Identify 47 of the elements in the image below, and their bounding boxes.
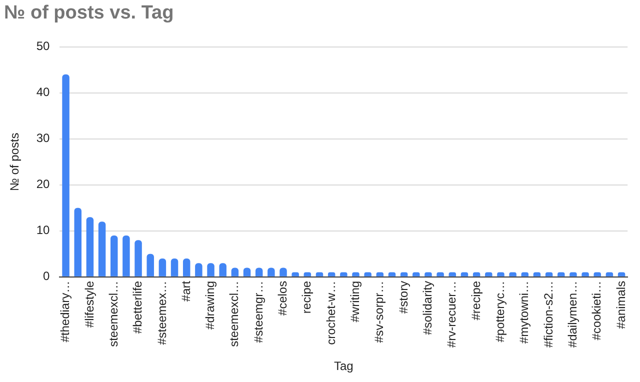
- bar: [158, 258, 166, 276]
- bar: [207, 263, 214, 276]
- y-tick-label: 50: [36, 39, 50, 54]
- bar: [74, 208, 82, 276]
- x-tick-label: steemexcl…: [227, 280, 242, 347]
- x-tick-label: #mytowni…: [517, 280, 532, 344]
- bar: [98, 222, 106, 276]
- bar: [62, 74, 70, 276]
- y-tick-label: 30: [36, 131, 50, 146]
- bar: [195, 263, 202, 276]
- x-tick-label: #dailymen…: [566, 280, 580, 348]
- bar: [86, 217, 94, 276]
- bar: [122, 235, 130, 276]
- x-tick-label: #animals: [614, 280, 628, 329]
- bar: [182, 258, 190, 276]
- x-tick-label: #steemex…: [154, 280, 169, 345]
- x-tick-label: steemexcl…: [106, 280, 120, 347]
- x-axis-title: Tag: [334, 359, 354, 374]
- y-tick-label: 0: [43, 269, 50, 284]
- x-tick-label: #art: [178, 280, 193, 302]
- x-tick-label: #fiction-s2…: [541, 280, 556, 348]
- bar: [146, 254, 154, 276]
- x-tick-label: #story: [396, 280, 410, 314]
- x-tick-label: recipe: [300, 280, 314, 314]
- x-tick-label: #recipe: [468, 280, 483, 320]
- y-tick-label: 20: [36, 177, 50, 192]
- x-tick-label: #sv-sorpr…: [372, 280, 386, 343]
- bar: [110, 235, 118, 276]
- y-axis-title: № of posts: [8, 132, 22, 191]
- y-tick-label: 40: [36, 85, 50, 100]
- x-tick-label: #lifestyle: [82, 280, 96, 328]
- y-tick-label: 10: [36, 223, 50, 238]
- bar: [170, 258, 178, 276]
- x-tick-label: #potteryc…: [493, 280, 508, 342]
- x-tick-label: #cookieti…: [590, 280, 604, 340]
- x-tick-label: #writing: [348, 280, 362, 322]
- x-tick-label: #celos: [276, 280, 290, 316]
- bar: [219, 263, 226, 276]
- x-tick-label: #solidarity: [420, 280, 435, 335]
- x-tick-label: crochet-w…: [324, 280, 338, 345]
- x-tick-label: #drawing: [203, 280, 218, 330]
- bar: [134, 240, 142, 276]
- x-tick-label: #steemgr…: [251, 280, 266, 343]
- chart-title: № of posts vs. Tag: [4, 2, 174, 24]
- x-tick-label: #rv-recuer…: [444, 280, 459, 348]
- x-tick-label: #betterlife: [130, 280, 145, 334]
- x-tick-label: #thediary…: [58, 280, 72, 342]
